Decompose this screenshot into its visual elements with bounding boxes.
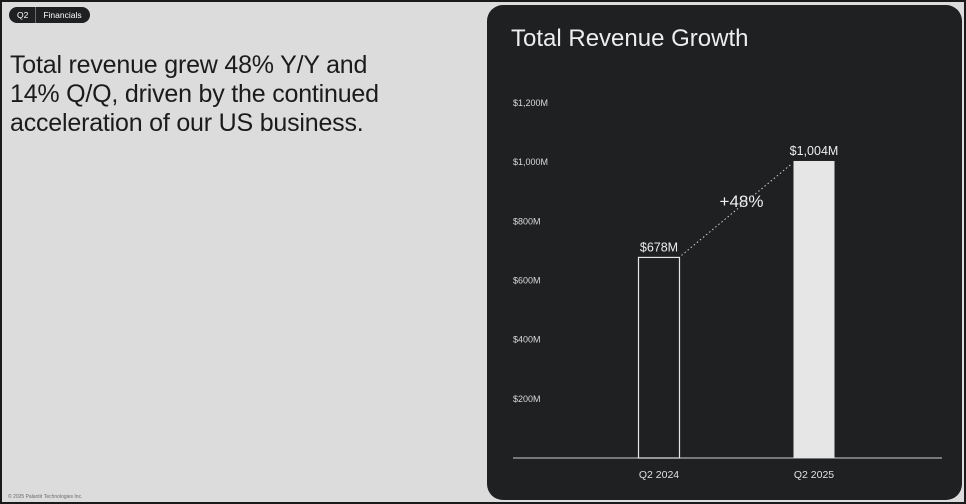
y-tick-label: $600M (513, 276, 541, 286)
y-tick-label: $1,000M (513, 157, 548, 167)
x-tick-label: Q2 2025 (794, 469, 834, 481)
x-tick-label: Q2 2024 (639, 469, 679, 481)
bar-data-label: $1,004M (790, 144, 839, 158)
y-tick-label: $1,200M (513, 98, 548, 108)
y-tick-label: $400M (513, 335, 541, 345)
section-badge: Q2 Financials (9, 7, 90, 23)
headline: Total revenue grew 48% Y/Y and 14% Q/Q, … (10, 51, 379, 137)
badge-section: Financials (43, 10, 82, 20)
chart-panel: Total Revenue Growth $200M $400M $600M $800… (487, 5, 962, 500)
bar-data-label: $678M (640, 240, 678, 254)
footer-copyright: © 2025 Palantir Technologies Inc. (8, 494, 83, 500)
badge-quarter: Q2 (17, 10, 29, 20)
revenue-bar-chart: $200M $400M $600M $800M $1,000M $1,200M $678M Q… (513, 98, 942, 481)
growth-annotation: +48% (720, 192, 764, 211)
y-tick-label: $800M (513, 216, 541, 226)
bar (793, 160, 835, 458)
y-tick-label: $200M (513, 394, 541, 404)
chart-title: Total Revenue Growth (511, 25, 749, 52)
badge-divider (35, 7, 37, 23)
bar (637, 256, 681, 459)
